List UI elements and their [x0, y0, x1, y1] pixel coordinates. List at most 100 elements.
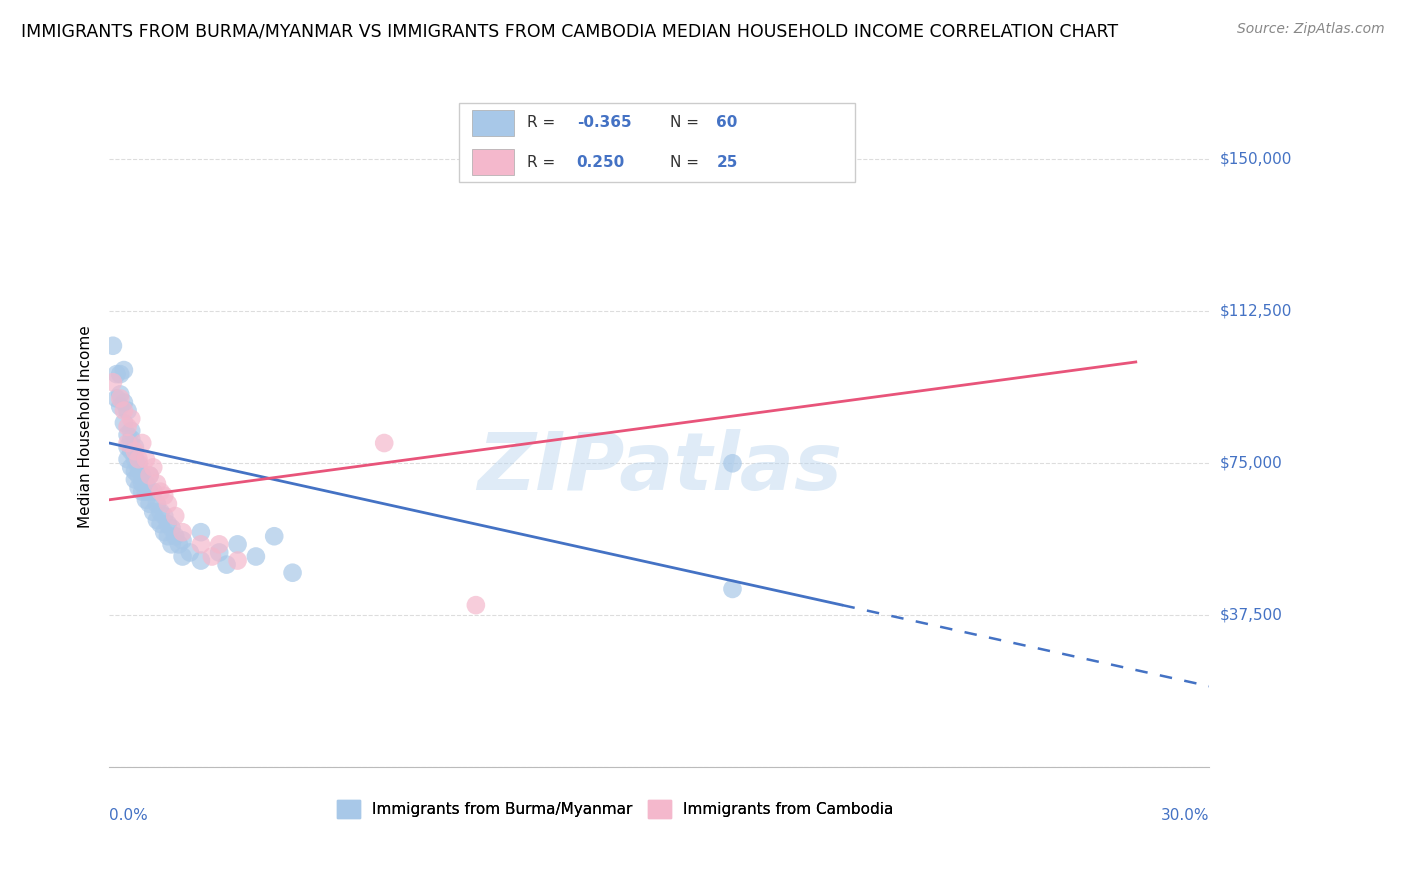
Point — [110, 387, 132, 401]
Point — [120, 411, 142, 425]
Text: ZIPatlas: ZIPatlas — [477, 429, 842, 507]
Point — [105, 392, 128, 406]
FancyBboxPatch shape — [472, 110, 515, 136]
Point — [172, 549, 194, 564]
Point — [142, 484, 165, 499]
Text: $75,000: $75,000 — [1220, 456, 1282, 471]
Point — [612, 132, 634, 146]
Point — [135, 484, 157, 499]
Point — [124, 444, 146, 458]
Text: Source: ZipAtlas.com: Source: ZipAtlas.com — [1237, 22, 1385, 37]
Point — [105, 367, 128, 381]
Point — [117, 452, 139, 467]
Text: R =: R = — [527, 154, 561, 169]
Point — [160, 521, 183, 535]
Point — [215, 558, 238, 572]
Point — [153, 489, 176, 503]
Point — [167, 537, 190, 551]
Y-axis label: Median Household Income: Median Household Income — [79, 326, 93, 528]
FancyBboxPatch shape — [458, 103, 855, 182]
Point — [153, 525, 176, 540]
Point — [156, 497, 179, 511]
Text: 0.0%: 0.0% — [110, 808, 148, 823]
Point — [201, 549, 224, 564]
Point — [112, 403, 135, 417]
Point — [142, 505, 165, 519]
Point — [120, 424, 142, 438]
Point — [138, 484, 160, 499]
Point — [165, 529, 187, 543]
Point — [146, 497, 169, 511]
Text: 60: 60 — [717, 115, 738, 130]
Point — [124, 473, 146, 487]
Text: $150,000: $150,000 — [1220, 152, 1292, 167]
Point — [263, 529, 285, 543]
Point — [131, 436, 153, 450]
Point — [110, 392, 132, 406]
Point — [117, 419, 139, 434]
Point — [110, 367, 132, 381]
Point — [117, 403, 139, 417]
Text: N =: N = — [671, 154, 704, 169]
Point — [160, 537, 183, 551]
Point — [172, 533, 194, 548]
Point — [110, 400, 132, 414]
Point — [101, 339, 124, 353]
Text: -0.365: -0.365 — [576, 115, 631, 130]
Point — [156, 517, 179, 532]
Point — [245, 549, 267, 564]
Point — [142, 460, 165, 475]
Point — [138, 497, 160, 511]
Point — [281, 566, 304, 580]
Point — [135, 492, 157, 507]
Point — [117, 436, 139, 450]
Point — [128, 452, 150, 467]
Point — [131, 468, 153, 483]
Text: 0.250: 0.250 — [576, 154, 624, 169]
Text: 30.0%: 30.0% — [1160, 808, 1209, 823]
Point — [131, 484, 153, 499]
Point — [117, 440, 139, 454]
Point — [208, 537, 231, 551]
Point — [464, 598, 486, 612]
Text: $112,500: $112,500 — [1220, 304, 1292, 318]
Point — [101, 376, 124, 390]
Point — [226, 537, 249, 551]
Point — [149, 505, 172, 519]
Point — [120, 460, 142, 475]
Point — [156, 529, 179, 543]
Point — [117, 428, 139, 442]
Point — [146, 513, 169, 527]
Legend: Immigrants from Burma/Myanmar, Immigrants from Cambodia: Immigrants from Burma/Myanmar, Immigrant… — [330, 794, 900, 824]
Point — [373, 436, 395, 450]
Point — [131, 476, 153, 491]
Text: 25: 25 — [717, 154, 738, 169]
Point — [128, 456, 150, 470]
Text: R =: R = — [527, 115, 561, 130]
Point — [138, 468, 160, 483]
Text: N =: N = — [671, 115, 704, 130]
Point — [190, 553, 212, 567]
Point — [179, 545, 201, 559]
Point — [112, 395, 135, 409]
Point — [146, 476, 169, 491]
FancyBboxPatch shape — [472, 149, 515, 175]
Point — [124, 452, 146, 467]
Point — [172, 525, 194, 540]
Text: IMMIGRANTS FROM BURMA/MYANMAR VS IMMIGRANTS FROM CAMBODIA MEDIAN HOUSEHOLD INCOM: IMMIGRANTS FROM BURMA/MYANMAR VS IMMIGRA… — [21, 22, 1118, 40]
Point — [138, 468, 160, 483]
Point — [721, 456, 744, 470]
Point — [128, 460, 150, 475]
Point — [190, 537, 212, 551]
Point — [120, 432, 142, 446]
Point — [128, 481, 150, 495]
Text: $37,500: $37,500 — [1220, 607, 1284, 623]
Point — [124, 440, 146, 454]
Point — [149, 517, 172, 532]
Point — [149, 484, 172, 499]
Point — [128, 468, 150, 483]
Point — [124, 464, 146, 478]
Point — [190, 525, 212, 540]
Point — [120, 444, 142, 458]
Point — [153, 508, 176, 523]
